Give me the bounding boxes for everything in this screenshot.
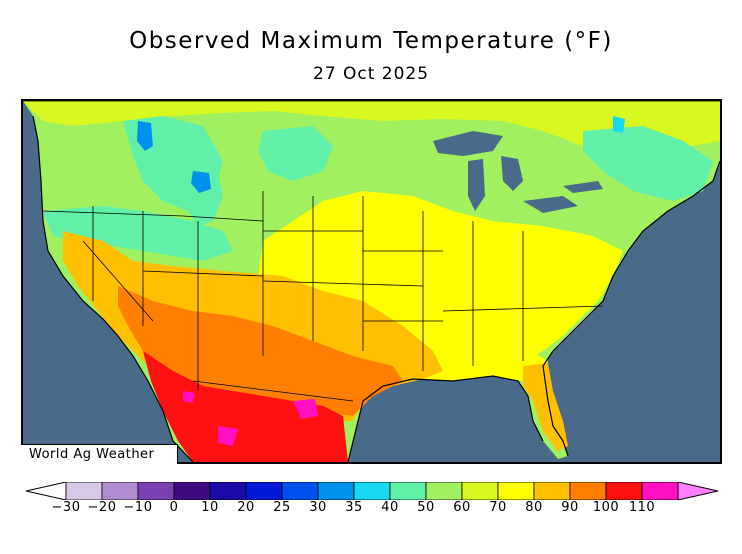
legend-swatch [533, 482, 571, 500]
legend-swatch [353, 482, 391, 500]
legend-swatch [641, 482, 679, 500]
legend-tick-label: −10 [123, 500, 153, 515]
legend-swatch [569, 482, 607, 500]
legend-swatch [245, 482, 283, 500]
legend-tick-label: 60 [453, 500, 471, 515]
legend-tick-label: 70 [489, 500, 507, 515]
legend-swatch [137, 482, 175, 500]
legend-swatch [173, 482, 211, 500]
legend-swatch [461, 482, 499, 500]
legend-tick-label: 10 [201, 500, 219, 515]
legend-tick-label: −20 [87, 500, 117, 515]
legend-tick-label: 100 [592, 500, 620, 515]
legend-tick-label: 20 [237, 500, 255, 515]
legend-tick-label: 25 [273, 500, 291, 515]
legend-swatch [317, 482, 355, 500]
legend-tick-label: 110 [628, 500, 656, 515]
legend-tick-label: 90 [561, 500, 579, 515]
legend-swatch [605, 482, 643, 500]
credit-label: World Ag Weather [21, 444, 178, 464]
legend-swatch [389, 482, 427, 500]
legend-labels: −30 −20 −10 0 10 20 25 30 35 40 50 60 70 80 90 100 110 [0, 500, 742, 520]
legend-tick-label: 30 [309, 500, 327, 515]
legend-swatch [209, 482, 247, 500]
legend-swatch [65, 482, 103, 500]
legend-tick-label: −30 [51, 500, 81, 515]
legend-tick-label: 50 [417, 500, 435, 515]
map-title: Observed Maximum Temperature (°F) [129, 28, 613, 54]
legend-swatch [281, 482, 319, 500]
legend-swatch [101, 482, 139, 500]
legend-low-cap [26, 482, 67, 500]
legend-swatch [425, 482, 463, 500]
legend-swatch [497, 482, 535, 500]
color-legend [26, 482, 718, 500]
legend-high-cap [677, 482, 718, 500]
legend-tick-label: 35 [345, 500, 363, 515]
temperature-map [21, 99, 722, 464]
legend-tick-label: 80 [525, 500, 543, 515]
map-date: 27 Oct 2025 [312, 64, 430, 84]
legend-tick-label: 40 [381, 500, 399, 515]
legend-tick-label: 0 [169, 500, 179, 515]
